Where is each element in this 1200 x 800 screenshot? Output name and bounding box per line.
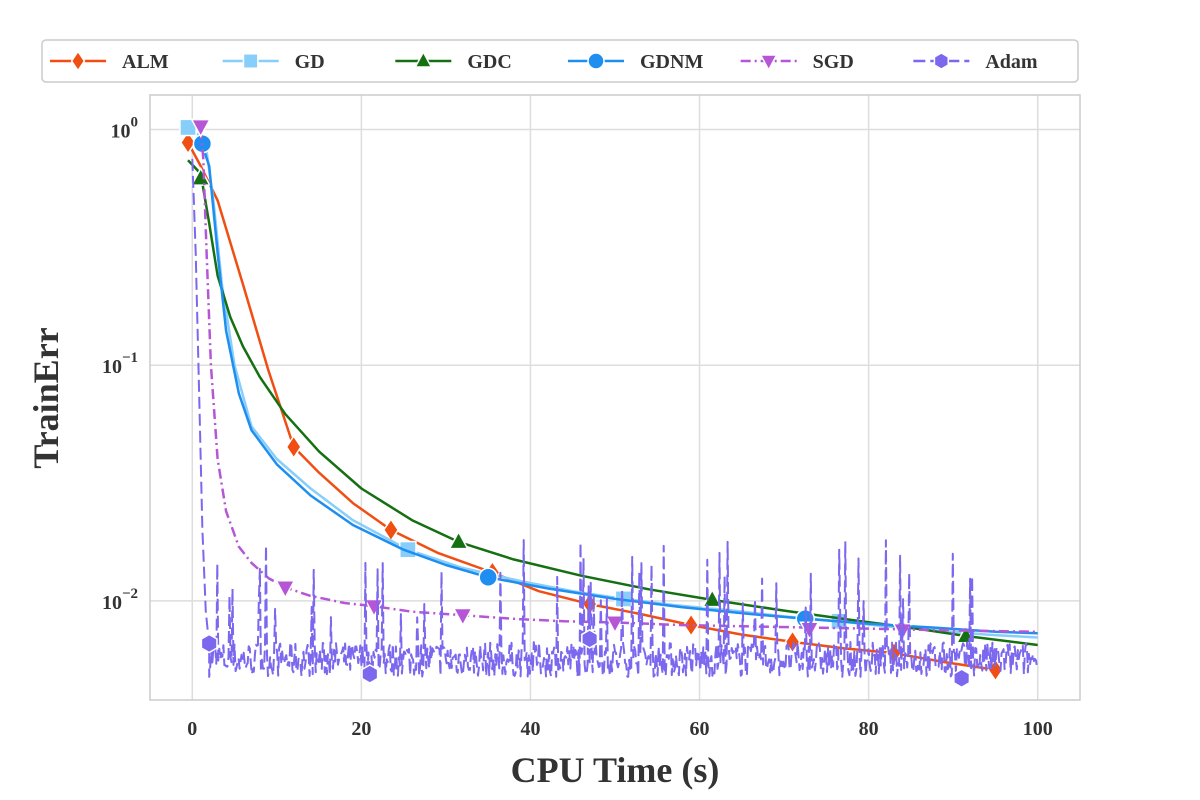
data-point-gdc bbox=[448, 530, 469, 550]
x-tick-labels: 0 20 40 60 80 100 bbox=[187, 718, 1052, 740]
data-point-alm bbox=[682, 612, 700, 638]
legend-item-gdnm: GDNM bbox=[568, 51, 703, 73]
plot-frame bbox=[149, 94, 1081, 701]
legend-item-gd: GD bbox=[222, 51, 325, 73]
x-tick-label: 100 bbox=[1023, 718, 1053, 740]
data-point-sgd bbox=[604, 615, 626, 634]
data-point-sgd bbox=[452, 607, 474, 627]
data-point-gdnm bbox=[478, 567, 498, 588]
legend-marker bbox=[242, 53, 259, 69]
y-tick-exponent: −1 bbox=[122, 350, 138, 366]
grid bbox=[150, 95, 1080, 700]
data-point-alm bbox=[784, 629, 801, 655]
data-point-adam bbox=[581, 629, 599, 649]
y-tick-base: 10 bbox=[102, 356, 122, 378]
x-tick-label: 0 bbox=[187, 718, 197, 740]
data-point-alm bbox=[179, 130, 197, 155]
data-point-adam bbox=[200, 633, 218, 654]
legend-item-sgd: SGD bbox=[740, 51, 854, 73]
legend-label: GDNM bbox=[640, 51, 703, 73]
legend-label: Adam bbox=[985, 51, 1038, 73]
data-point-gdc bbox=[190, 166, 211, 186]
x-tick-label: 60 bbox=[690, 718, 710, 740]
data-point-sgd bbox=[275, 580, 296, 599]
legend-label: GD bbox=[295, 51, 325, 73]
x-tick-label: 80 bbox=[859, 718, 879, 740]
y-tick-label: 10−2 bbox=[102, 586, 138, 614]
legend-marker bbox=[587, 52, 605, 70]
legend-label: ALM bbox=[122, 51, 169, 73]
data-point-adam bbox=[953, 668, 971, 689]
y-tick-base: 10 bbox=[111, 120, 131, 142]
data-point-alm bbox=[285, 434, 302, 460]
series-line-adam bbox=[191, 158, 1039, 678]
legend-item-adam: Adam bbox=[913, 51, 1038, 73]
legend-label: GDC bbox=[467, 51, 511, 73]
y-tick-base: 10 bbox=[102, 592, 122, 614]
x-axis-title: CPU Time (s) bbox=[511, 750, 720, 790]
legend-box bbox=[41, 39, 1079, 83]
legend-marker bbox=[70, 50, 86, 72]
y-tick-exponent: 0 bbox=[131, 114, 139, 130]
legend: ALM GD GDC GDNM SGD Adam bbox=[41, 39, 1079, 83]
y-tick-label: 10−1 bbox=[102, 350, 138, 378]
x-tick-label: 20 bbox=[351, 718, 371, 740]
data-point-adam bbox=[361, 664, 379, 684]
y-axis-title: TrainErr bbox=[26, 327, 66, 468]
series-line-gdnm bbox=[199, 139, 1038, 635]
legend-item-gdc: GDC bbox=[395, 50, 512, 73]
y-tick-exponent: −2 bbox=[122, 586, 138, 602]
legend-label: SGD bbox=[813, 51, 854, 73]
legend-item-alm: ALM bbox=[50, 50, 169, 73]
plot-lines bbox=[179, 118, 1039, 689]
x-tick-label: 40 bbox=[520, 718, 540, 740]
y-tick-label: 100 bbox=[111, 114, 139, 142]
series-adam bbox=[191, 158, 1039, 689]
data-point-sgd bbox=[190, 118, 211, 138]
legend-marker bbox=[414, 50, 433, 68]
legend-marker bbox=[933, 52, 950, 70]
legend-marker bbox=[759, 54, 778, 72]
